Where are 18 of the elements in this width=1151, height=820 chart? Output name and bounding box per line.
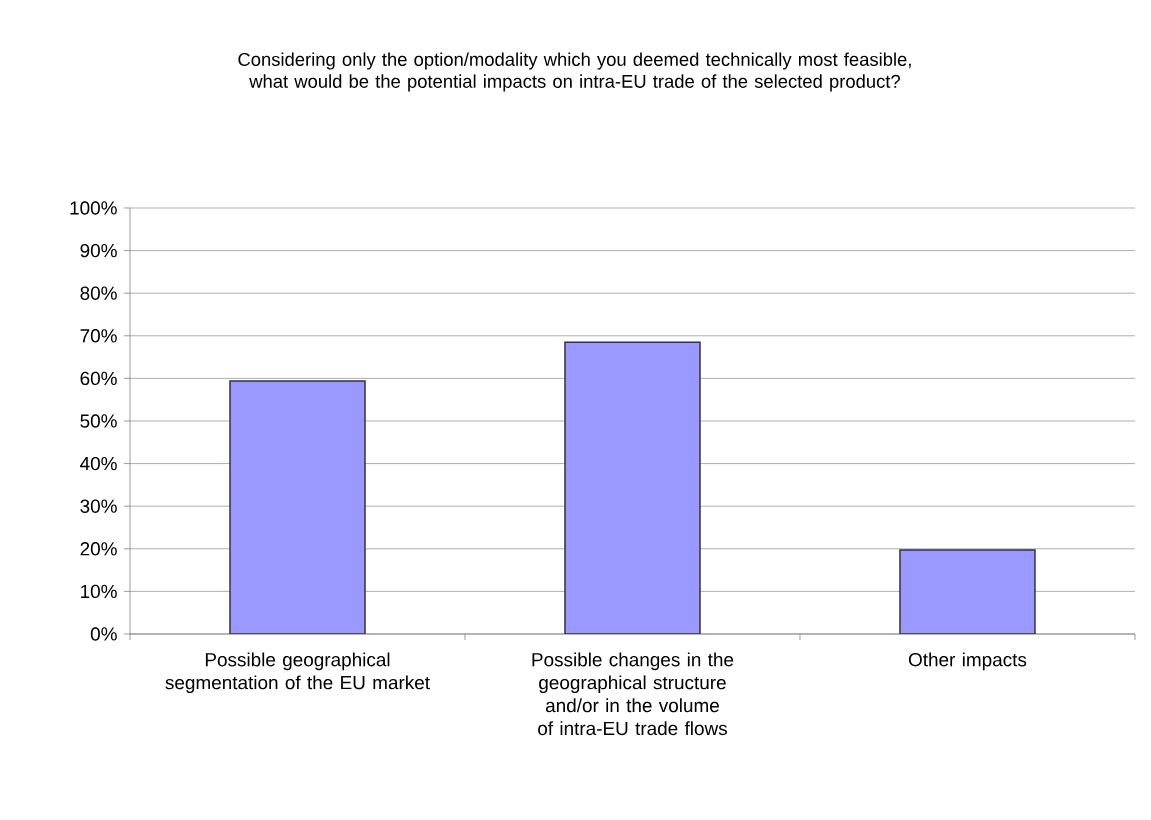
bar bbox=[564, 341, 701, 634]
y-tick-label: 40% bbox=[80, 456, 117, 471]
y-tick-label: 20% bbox=[80, 542, 117, 556]
bar bbox=[229, 380, 366, 634]
x-tick-label: Possible geographical segmentation of the EU market bbox=[165, 652, 430, 694]
y-tick-label: 60% bbox=[80, 371, 117, 386]
y-tick-label: 100% bbox=[70, 201, 117, 215]
bar bbox=[899, 549, 1036, 634]
y-tick-label: 70% bbox=[80, 329, 117, 343]
x-tick-label: Possible changes in the geographical structure and/or in the volume of intra-EU trade flows bbox=[532, 652, 734, 736]
y-tick-label: 30% bbox=[80, 499, 117, 513]
y-tick-label: 0% bbox=[90, 627, 117, 641]
x-tick-label: Other impacts bbox=[908, 652, 1027, 671]
chart-title: Considering only the option/modality which you deemed technically most feasible, what would be the potential impacts on intra-EU trade of the selected product? bbox=[238, 52, 911, 92]
y-tick-label: 50% bbox=[80, 414, 117, 428]
y-tick-label: 10% bbox=[81, 584, 117, 599]
y-tick-label: 90% bbox=[80, 243, 117, 258]
y-tick-label: 80% bbox=[80, 286, 117, 300]
